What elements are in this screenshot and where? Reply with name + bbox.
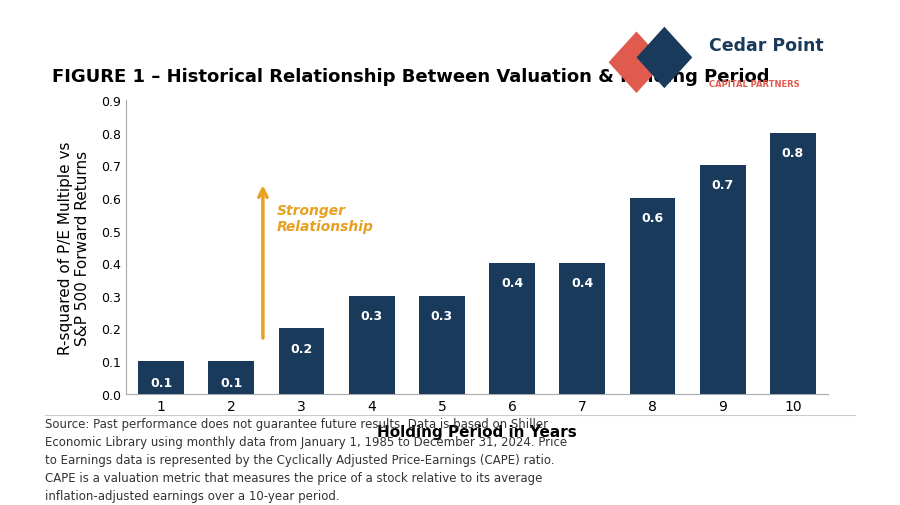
Bar xyxy=(560,264,605,394)
Text: 0.1: 0.1 xyxy=(220,376,242,389)
Bar xyxy=(770,133,815,394)
Text: 0.3: 0.3 xyxy=(431,309,453,322)
Text: 0.4: 0.4 xyxy=(501,277,523,290)
Polygon shape xyxy=(636,28,692,89)
Text: 0.2: 0.2 xyxy=(291,342,312,355)
Bar xyxy=(419,296,464,394)
Bar xyxy=(700,166,745,394)
Text: 0.3: 0.3 xyxy=(361,309,382,322)
Polygon shape xyxy=(608,32,664,94)
Bar xyxy=(490,264,535,394)
Text: 0.6: 0.6 xyxy=(642,212,663,225)
Text: Stronger
Relationship: Stronger Relationship xyxy=(277,204,374,234)
Y-axis label: R-squared of P/E Multiple vs
S&P 500 Forward Returns: R-squared of P/E Multiple vs S&P 500 For… xyxy=(58,141,90,354)
Bar xyxy=(209,362,254,394)
Bar xyxy=(139,362,184,394)
Text: CAPITAL PARTNERS: CAPITAL PARTNERS xyxy=(709,80,799,89)
Bar xyxy=(630,198,675,394)
Text: Source: Past performance does not guarantee future results. Data is based on Shi: Source: Past performance does not guaran… xyxy=(45,418,567,502)
Bar xyxy=(349,296,394,394)
Text: 0.8: 0.8 xyxy=(782,146,804,160)
Bar xyxy=(279,329,324,394)
Text: 0.1: 0.1 xyxy=(150,376,172,389)
Text: 0.7: 0.7 xyxy=(712,179,733,192)
Text: Cedar Point: Cedar Point xyxy=(709,37,824,55)
Text: 0.4: 0.4 xyxy=(572,277,593,290)
X-axis label: Holding Period in Years: Holding Period in Years xyxy=(377,424,577,439)
Text: FIGURE 1 – Historical Relationship Between Valuation & Holding Period: FIGURE 1 – Historical Relationship Betwe… xyxy=(52,68,770,85)
